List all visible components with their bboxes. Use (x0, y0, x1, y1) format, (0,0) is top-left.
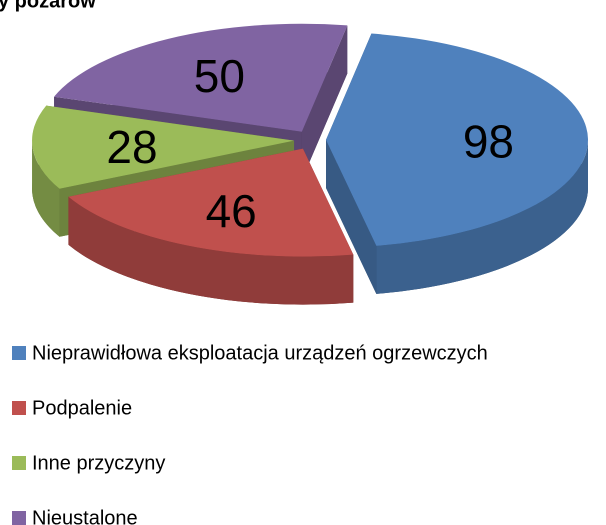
slice-top (54, 23, 348, 132)
legend-swatch (12, 511, 26, 525)
legend-swatch (12, 456, 26, 470)
legend-swatch (12, 346, 26, 360)
legend-label: Nieprawidłowa eksploatacja urządzeń ogrz… (32, 342, 488, 364)
slice-wall (68, 196, 354, 305)
slice (68, 148, 354, 305)
chart-title: y pożarów (0, 0, 96, 12)
slice-top (68, 148, 354, 257)
legend-label: Inne przyczyny (32, 452, 165, 474)
slice (325, 33, 588, 294)
data-label: 50 (194, 50, 245, 102)
slice-wall (32, 140, 60, 237)
slice-cut (325, 139, 377, 294)
data-label: 28 (106, 121, 157, 173)
slice-top (325, 33, 588, 246)
slice-top (32, 105, 295, 189)
legend-swatch (12, 401, 26, 415)
slice-cut (301, 25, 348, 180)
data-label: 46 (206, 185, 257, 237)
data-label: 98 (463, 115, 514, 167)
legend-label: Nieustalone (32, 507, 138, 525)
legend-label: Podpalenie (32, 397, 132, 419)
slice-wall (376, 139, 588, 294)
